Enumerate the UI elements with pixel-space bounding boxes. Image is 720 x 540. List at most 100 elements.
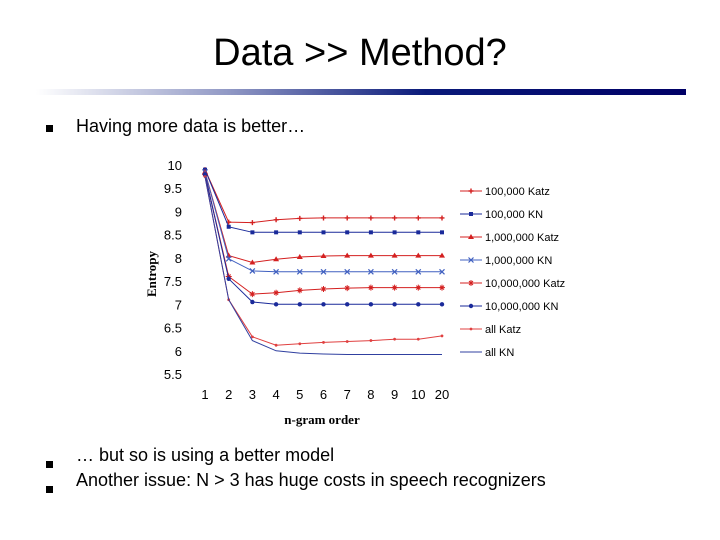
data-point: [369, 339, 373, 342]
x-tick-label: 10: [411, 387, 425, 402]
legend-label: all KN: [485, 347, 514, 359]
data-point: [321, 302, 326, 307]
data-point: [273, 217, 279, 223]
data-point: [416, 230, 421, 235]
y-tick-label: 7: [175, 297, 182, 312]
y-tick-label: 7.5: [164, 274, 182, 289]
slide-title: Data >> Method?: [213, 32, 507, 74]
data-point: [415, 252, 422, 258]
data-point: [344, 215, 350, 221]
x-tick-label: 7: [344, 387, 351, 402]
data-point: [393, 337, 396, 341]
series-5: [202, 172, 445, 307]
data-point: [416, 302, 421, 307]
data-point: [249, 267, 256, 274]
data-point: [391, 252, 398, 258]
data-point: [273, 256, 280, 262]
data-point: [251, 335, 254, 339]
data-point: [226, 224, 231, 229]
data-point: [368, 215, 374, 221]
data-point: [416, 337, 420, 341]
data-point: [320, 268, 327, 275]
data-point: [392, 230, 397, 235]
data-point: [225, 255, 232, 262]
data-point: [391, 268, 398, 275]
y-tick-label: 9.5: [164, 181, 182, 196]
x-tick-label: 4: [272, 387, 279, 402]
data-point: [202, 172, 208, 177]
legend-entry: 10,000,000 KN: [460, 301, 558, 313]
data-point: [225, 273, 232, 280]
bullet-text-1: Having more data is better…: [76, 116, 306, 136]
data-point: [298, 342, 302, 346]
series-0: [202, 167, 445, 226]
bullet-marker: [46, 125, 53, 132]
data-point: [439, 302, 445, 307]
data-point: [391, 284, 398, 291]
data-point: [392, 215, 398, 221]
data-point: [249, 291, 256, 298]
data-point: [440, 334, 444, 338]
data-point: [320, 253, 327, 259]
data-point: [468, 280, 474, 286]
x-tick-label: 20: [435, 387, 449, 402]
legend-label: all Katz: [485, 324, 521, 336]
data-point: [415, 215, 421, 221]
legend-entry: all Katz: [460, 324, 521, 336]
data-point: [296, 287, 303, 294]
data-point: [439, 284, 445, 291]
data-point: [320, 286, 327, 293]
x-tick-label: 9: [391, 387, 398, 402]
series-2: [202, 168, 445, 265]
series-7: [204, 176, 442, 355]
data-point: [321, 230, 326, 235]
y-tick-label: 8.5: [164, 228, 182, 243]
legend-label: 1,000,000 KN: [485, 255, 552, 267]
data-point: [297, 302, 302, 307]
data-point: [226, 276, 231, 281]
series-line: [204, 176, 442, 355]
data-point: [469, 327, 473, 331]
data-point: [439, 268, 445, 275]
data-point: [297, 230, 302, 235]
data-point: [249, 259, 256, 265]
data-point: [249, 220, 255, 226]
x-tick-label: 6: [320, 387, 327, 402]
bullet-marker: [46, 486, 53, 493]
data-point: [415, 284, 422, 291]
data-point: [368, 302, 374, 307]
data-point: [225, 252, 232, 258]
legend-label: 100,000 Katz: [485, 186, 550, 198]
series-3: [202, 169, 445, 275]
legend-label: 10,000,000 Katz: [485, 278, 565, 290]
x-tick-label: 2: [225, 387, 232, 402]
y-tick-label: 9: [175, 204, 182, 219]
legend-box: [456, 171, 579, 359]
x-tick-label: 5: [296, 387, 303, 402]
data-point: [468, 257, 474, 263]
data-point: [368, 230, 373, 235]
series-1: [203, 167, 444, 235]
data-point: [274, 343, 278, 347]
entropy-line-chart: 10 9.5 9 8.5 8 7.5 7 6.5 6 5.5 1 2 3 4 5 6 7 8 9 10 20 100,…: [144, 158, 579, 427]
data-point: [345, 230, 350, 235]
data-point: [367, 284, 374, 291]
data-point: [439, 252, 445, 258]
title-divider: [36, 89, 686, 95]
legend-entry: 100,000 Katz: [460, 186, 550, 198]
data-point: [322, 341, 325, 344]
legend-label: 1,000,000 Katz: [485, 232, 559, 244]
data-point: [469, 212, 473, 216]
y-axis-label: Entropy: [144, 251, 159, 297]
data-point: [392, 302, 397, 307]
data-point: [367, 252, 374, 258]
data-point: [273, 289, 280, 296]
data-point: [274, 230, 279, 235]
data-point: [468, 188, 474, 194]
data-point: [367, 268, 374, 275]
bullet-marker: [46, 461, 53, 468]
legend-entry: all KN: [460, 347, 514, 359]
y-tick-label: 6.5: [164, 321, 182, 336]
data-point: [273, 268, 280, 275]
data-point: [321, 215, 326, 221]
